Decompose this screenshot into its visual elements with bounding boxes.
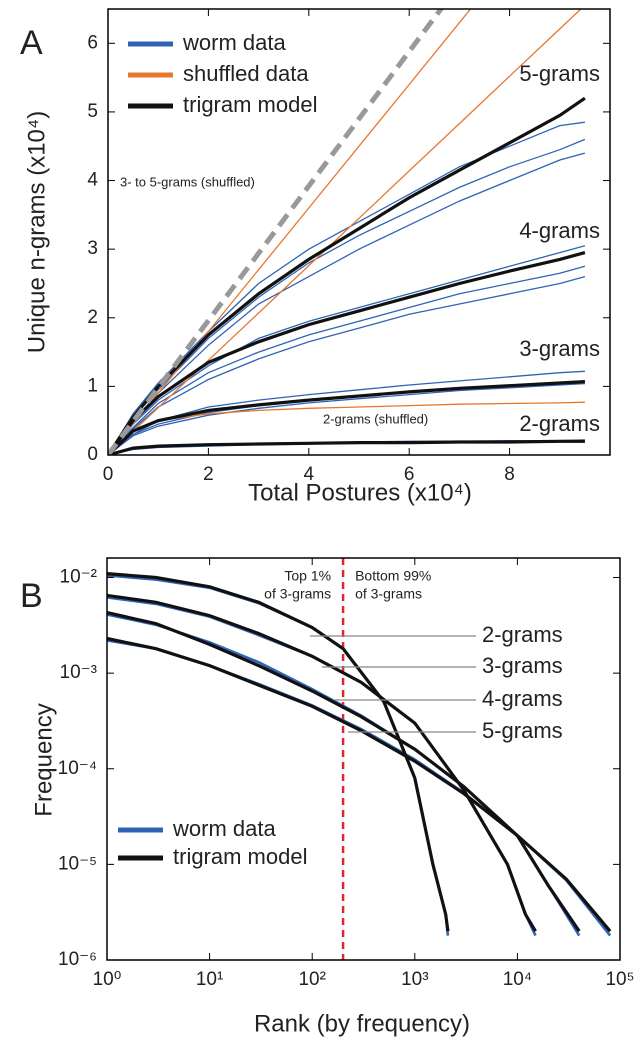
series-line: [108, 265, 586, 455]
x-tick-label: 10¹: [196, 969, 223, 990]
x-axis-label: Rank (by frequency): [254, 1010, 470, 1037]
series-line: [108, 96, 586, 455]
annotation: 5-grams: [482, 718, 563, 743]
y-tick-label: 1: [87, 375, 98, 396]
annotation: 3- to 5-grams (shuffled): [120, 174, 255, 189]
x-tick-label: 4: [304, 464, 315, 485]
series-line: [107, 636, 612, 933]
series-line: [107, 639, 612, 937]
annotation: 4-grams: [482, 686, 563, 711]
annotation: 2-grams: [482, 622, 563, 647]
y-tick-label: 10⁻³: [60, 662, 98, 683]
y-tick-label: 10⁻⁶: [58, 949, 97, 970]
series-line: [108, 245, 586, 455]
panel-letter: B: [20, 577, 43, 615]
annotation: 3-grams: [519, 336, 600, 361]
y-tick-label: 5: [87, 101, 98, 122]
annotation: 2-grams: [519, 411, 600, 436]
series-line: [108, 382, 585, 455]
y-tick-label: 10⁻²: [60, 567, 98, 588]
legend-label: worm data: [172, 816, 276, 841]
series-line: [108, 251, 586, 455]
annotation: 4-grams: [519, 218, 600, 243]
panel-letter: A: [20, 24, 43, 62]
vline-label: of 3-grams: [355, 586, 422, 602]
series-line: [108, 121, 585, 455]
x-tick-label: 2: [203, 464, 214, 485]
y-tick-label: 4: [87, 170, 98, 191]
legend-label: worm data: [182, 30, 286, 55]
plot-frame: [106, 557, 621, 961]
series-line: [107, 574, 450, 936]
y-tick-label: 0: [87, 444, 98, 465]
series-line: [108, 152, 586, 455]
series-line: [108, 9, 582, 455]
legend-label: trigram model: [173, 844, 307, 869]
series-line: [108, 380, 585, 455]
x-tick-label: 10⁴: [503, 969, 532, 990]
y-axis-label: Unique n-grams (x10⁴): [23, 111, 50, 353]
series-line: [108, 439, 585, 455]
series-line: [108, 9, 472, 455]
x-tick-label: 10³: [401, 969, 428, 990]
vline-label: Bottom 99%: [355, 568, 431, 584]
y-tick-label: 10⁻⁴: [58, 758, 97, 779]
x-tick-label: 6: [404, 464, 415, 485]
series-line: [107, 572, 450, 932]
plot-frame: [107, 8, 611, 456]
x-tick-label: 10²: [298, 969, 325, 990]
plot-area: [108, 9, 586, 455]
legend-label: trigram model: [183, 92, 317, 117]
series-line: [108, 275, 586, 455]
annotation: 3-grams: [482, 653, 563, 678]
y-tick-label: 6: [87, 32, 98, 53]
y-tick-label: 2: [87, 307, 98, 328]
y-tick-label: 3: [87, 238, 98, 259]
annotation: 2-grams (shuffled): [323, 411, 428, 426]
series-line: [107, 593, 537, 933]
vline-label: Top 1%: [284, 568, 331, 584]
legend-label: shuffled data: [183, 61, 309, 86]
x-tick-label: 10⁰: [93, 969, 122, 990]
vline-label: of 3-grams: [264, 586, 331, 602]
x-tick-label: 0: [103, 464, 114, 485]
y-axis-label: Frequency: [30, 703, 57, 816]
y-tick-label: 10⁻⁵: [58, 853, 97, 874]
annotation: 5-grams: [519, 61, 600, 86]
x-tick-label: 10⁵: [605, 969, 634, 990]
series-line: [107, 611, 581, 933]
plot-area: [107, 558, 612, 960]
series-line: [107, 596, 537, 937]
series-line: [108, 9, 445, 455]
x-axis-label: Total Postures (x10⁴): [248, 479, 472, 506]
x-tick-label: 8: [504, 464, 515, 485]
